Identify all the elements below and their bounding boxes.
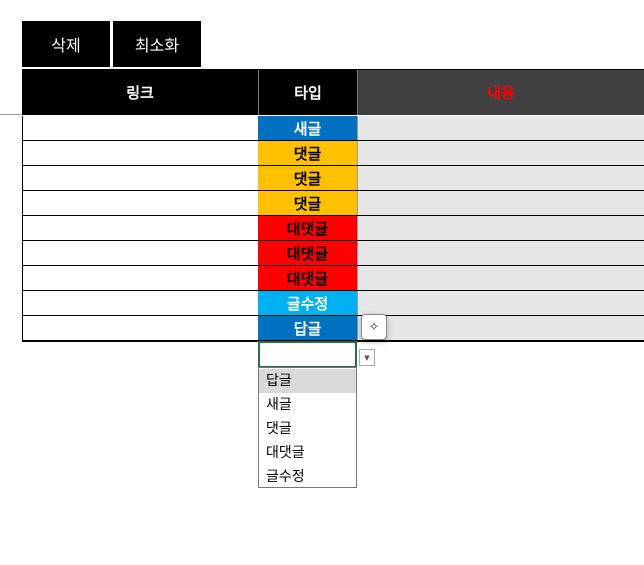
dropdown-option[interactable]: 대댓글 bbox=[266, 445, 305, 461]
content-cell[interactable] bbox=[357, 216, 644, 240]
type-cell[interactable]: 댓글 bbox=[258, 166, 357, 190]
content-cell[interactable] bbox=[357, 316, 644, 340]
header-type: 타입 bbox=[258, 70, 357, 115]
type-cell[interactable]: 글수정 bbox=[258, 291, 357, 315]
table-row: 댓글 bbox=[22, 191, 644, 216]
link-cell[interactable] bbox=[22, 266, 258, 290]
table-row: 글수정 bbox=[22, 291, 644, 316]
link-cell[interactable] bbox=[22, 316, 258, 340]
triangle-down-icon[interactable]: ▼ bbox=[359, 349, 375, 366]
header-link: 링크 bbox=[22, 70, 258, 115]
table-row: 대댓글 bbox=[22, 266, 644, 291]
dropdown-option[interactable]: 답글 bbox=[259, 369, 356, 393]
delete-button[interactable]: 삭제 bbox=[22, 21, 110, 67]
link-cell[interactable] bbox=[22, 241, 258, 265]
table-row: 대댓글 bbox=[22, 216, 644, 241]
link-cell[interactable] bbox=[22, 216, 258, 240]
type-cell[interactable]: 새글 bbox=[258, 116, 357, 140]
header-content: 내용 bbox=[357, 70, 644, 115]
link-cell[interactable] bbox=[22, 291, 258, 315]
minimize-button[interactable]: 최소화 bbox=[113, 21, 201, 67]
dropdown-option[interactable]: 댓글 bbox=[266, 421, 292, 437]
link-cell[interactable] bbox=[22, 116, 258, 140]
content-cell[interactable] bbox=[357, 291, 644, 315]
content-cell[interactable] bbox=[357, 166, 644, 190]
selected-cell-input[interactable] bbox=[258, 341, 357, 368]
sparkle-wand-icon[interactable]: ✧ bbox=[361, 314, 387, 340]
table-row: 답글 bbox=[22, 316, 644, 341]
dropdown-option[interactable]: 글수정 bbox=[266, 469, 305, 485]
link-cell[interactable] bbox=[22, 166, 258, 190]
table-row: 새글 bbox=[22, 116, 644, 141]
content-cell[interactable] bbox=[357, 266, 644, 290]
type-cell[interactable]: 댓글 bbox=[258, 141, 357, 165]
content-cell[interactable] bbox=[357, 191, 644, 215]
link-cell[interactable] bbox=[22, 191, 258, 215]
type-cell[interactable]: 답글 bbox=[258, 316, 357, 340]
table-row: 댓글 bbox=[22, 141, 644, 166]
content-cell[interactable] bbox=[357, 241, 644, 265]
content-cell[interactable] bbox=[357, 116, 644, 140]
link-cell[interactable] bbox=[22, 141, 258, 165]
content-cell[interactable] bbox=[357, 141, 644, 165]
table-row: 댓글 bbox=[22, 166, 644, 191]
type-cell[interactable]: 대댓글 bbox=[258, 241, 357, 265]
type-cell[interactable]: 대댓글 bbox=[258, 266, 357, 290]
gridline bbox=[0, 114, 22, 115]
dropdown-option[interactable]: 새글 bbox=[266, 397, 292, 413]
type-cell[interactable]: 댓글 bbox=[258, 191, 357, 215]
type-cell[interactable]: 대댓글 bbox=[258, 216, 357, 240]
table-row: 대댓글 bbox=[22, 241, 644, 266]
